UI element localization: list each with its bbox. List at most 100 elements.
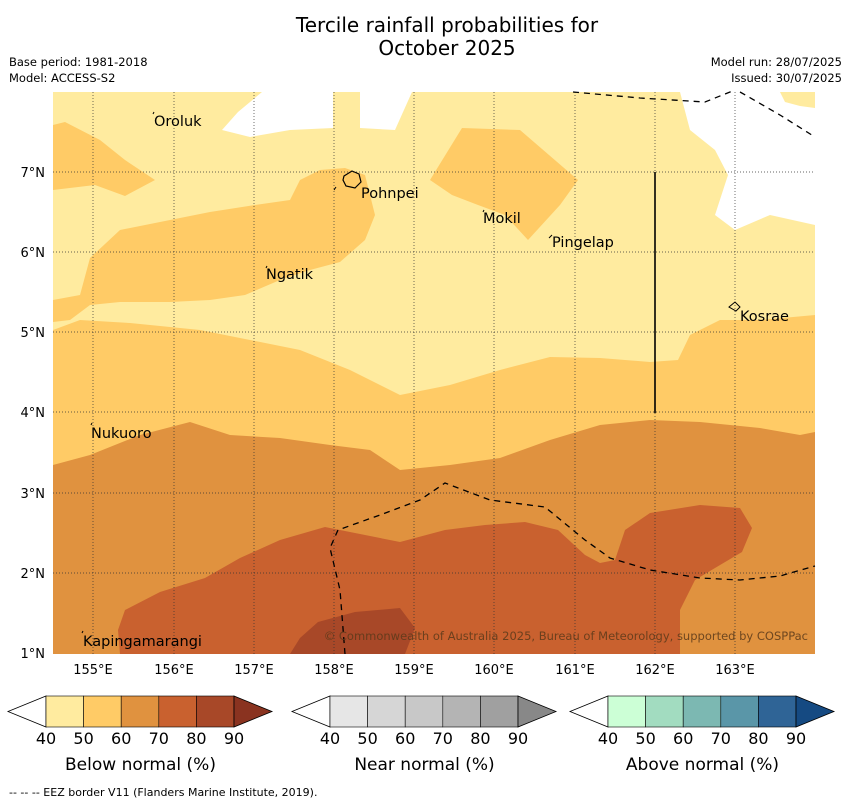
colorbar-segment — [45, 695, 84, 728]
colorbars: 40 50 60 70 80 90 40 50 60 70 80 90 40 50 60 70 80 90 — [6, 695, 836, 748]
place-marker — [90, 422, 93, 426]
zone-no-signal — [222, 92, 333, 137]
lon-label: 155°E — [73, 663, 113, 678]
meta-left: Base period: 1981-2018 Model: ACCESS-S2 — [9, 54, 148, 86]
lat-label: 2°N — [21, 567, 46, 582]
place-oroluk: Oroluk — [154, 114, 202, 130]
colorbar-extend-high — [795, 695, 836, 728]
place-ngatik: Ngatik — [266, 267, 314, 283]
base-period: Base period: 1981-2018 — [9, 55, 148, 69]
colorbar-segment — [758, 695, 797, 728]
colorbar-tick-label: 40 — [36, 729, 56, 748]
lon-label: 163°E — [715, 663, 755, 678]
colorbar-segment — [607, 695, 646, 728]
colorbar-label-above: Above normal (%) — [625, 755, 780, 775]
lon-label: 156°E — [154, 663, 194, 678]
zone-no-signal — [360, 92, 412, 130]
title-line-2: October 2025 — [378, 36, 516, 60]
lat-label: 5°N — [21, 326, 46, 341]
eez-border — [329, 89, 816, 655]
zone-below-70-80 — [118, 505, 752, 654]
model-run: Model run: 28/07/2025 — [710, 55, 842, 69]
colorbar: 40 50 60 70 80 90 — [6, 695, 274, 748]
island-kosrae-outline — [728, 301, 741, 312]
colorbar-tick-label: 50 — [73, 729, 93, 748]
colorbar-tick-label: 70 — [433, 729, 453, 748]
place-pohnpei: Pohnpei — [361, 186, 419, 202]
colorbar-segment — [196, 695, 235, 728]
copyright-notice: © Commonwealth of Australia 2025, Bureau… — [324, 629, 808, 643]
colorbar-segment — [404, 695, 444, 728]
colorbar-tick-label: 70 — [711, 729, 731, 748]
colorbar-tick-label: 70 — [149, 729, 169, 748]
eez-border-segment — [329, 482, 816, 655]
zone-below-40-50 — [780, 92, 815, 108]
place-kapingamarangi: Kapingamarangi — [83, 634, 202, 650]
zone-below-50-60 — [53, 168, 375, 322]
colorbar-segment — [682, 695, 722, 728]
colorbar-tick-label: 80 — [470, 729, 490, 748]
colorbar-tick-label: 90 — [224, 729, 244, 748]
zone-no-signal — [680, 92, 815, 230]
colorbar-extend-low — [6, 695, 47, 728]
lon-label: 158°E — [314, 663, 354, 678]
footnote: -- -- -- EEZ border V11 (Flanders Marine… — [9, 786, 318, 799]
colorbar-extend-low — [290, 695, 331, 728]
lat-label: 3°N — [21, 487, 46, 502]
colorbar-segment — [83, 695, 122, 728]
colorbar-extend-low — [568, 695, 609, 728]
place-markers — [81, 111, 553, 634]
place-marker — [482, 209, 485, 213]
probability-field — [53, 92, 815, 654]
place-mokil: Mokil — [483, 211, 521, 227]
colorbar-tick-label: 40 — [320, 729, 340, 748]
colorbar-label-near: Near normal (%) — [354, 755, 495, 775]
colorbar-segment — [329, 695, 368, 728]
model-name: Model: ACCESS-S2 — [9, 71, 116, 85]
zone-below-50-60 — [53, 122, 155, 196]
zone-below-80-90 — [290, 608, 415, 654]
place-labels: Oroluk Pohnpei Mokil Pingelap Ngatik Kos… — [83, 114, 789, 650]
colorbar-tick-label: 80 — [186, 729, 206, 748]
colorbar-label-below: Below normal (%) — [65, 755, 216, 775]
place-marker — [152, 111, 155, 115]
place-pingelap: Pingelap — [552, 235, 614, 251]
zone-below-50-60 — [430, 128, 578, 240]
lat-label: 4°N — [21, 406, 46, 421]
place-marker — [265, 265, 268, 269]
lon-label: 160°E — [474, 663, 514, 678]
colorbar-segment — [720, 695, 759, 728]
meta-right: Model run: 28/07/2025 Issued: 30/07/2025 — [711, 54, 842, 86]
colorbar-tick-label: 60 — [395, 729, 415, 748]
place-kosrae: Kosrae — [740, 309, 789, 325]
colorbar-segment — [158, 695, 197, 728]
place-nukuoro: Nukuoro — [91, 426, 152, 442]
lat-label: 7°N — [21, 166, 46, 181]
colorbar-segment — [120, 695, 160, 728]
colorbar-tick-label: 40 — [598, 729, 618, 748]
colorbar-tick-label: 90 — [786, 729, 806, 748]
colorbar-tick-label: 60 — [111, 729, 131, 748]
island-marker — [333, 186, 337, 191]
colorbar-tick-label: 50 — [357, 729, 377, 748]
colorbar-segment — [480, 695, 519, 728]
colorbar-tick-label: 50 — [635, 729, 655, 748]
place-marker — [548, 234, 553, 239]
island-pohnpei-outline — [342, 170, 362, 189]
lat-label: 1°N — [21, 647, 46, 662]
eez-border-segment — [572, 89, 736, 103]
graticule — [53, 92, 815, 654]
colorbar-segment — [367, 695, 406, 728]
lon-label: 161°E — [555, 663, 595, 678]
colorbar-extend-high — [517, 695, 558, 728]
lat-label: 6°N — [21, 246, 46, 261]
lon-label: 162°E — [635, 663, 675, 678]
colorbar-segment — [645, 695, 684, 728]
colorbar-extend-high — [233, 695, 274, 728]
colorbar-tick-label: 90 — [508, 729, 528, 748]
colorbar: 40 50 60 70 80 90 — [290, 695, 558, 748]
colorbar-tick-label: 60 — [673, 729, 693, 748]
map-title: Tercile rainfall probabilities for Octob… — [0, 14, 850, 60]
place-marker — [81, 630, 84, 634]
